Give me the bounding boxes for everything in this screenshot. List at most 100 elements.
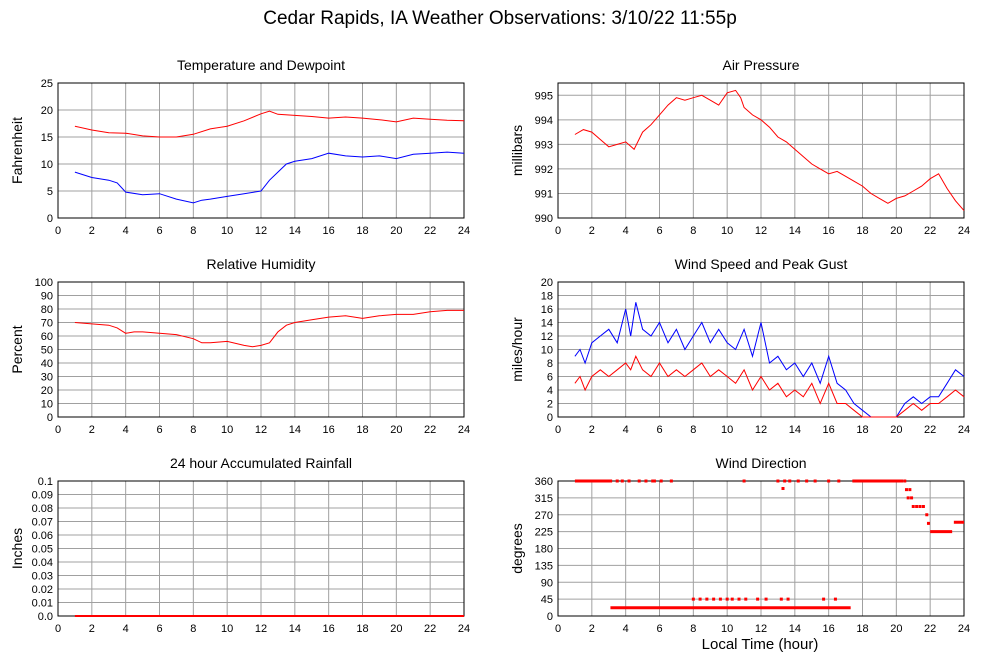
x-tick-label: 4 [123,424,129,436]
wind-direction-point [915,505,919,508]
x-tick-label: 12 [755,424,767,436]
y-tick-label: 0.08 [32,503,53,515]
y-tick-label: 100 [35,277,53,289]
x-tick-label: 2 [89,623,95,635]
y-tick-label: 18 [541,291,553,303]
y-axis-label: Percent [9,325,25,373]
y-tick-label: 70 [41,318,53,330]
x-tick-label: 18 [856,623,868,635]
x-tick-label: 0 [55,623,61,635]
series-line-0 [74,309,464,348]
y-tick-label: 14 [541,318,553,330]
x-tick-label: 8 [190,623,196,635]
wind-direction-point [813,479,817,483]
y-tick-label: 20 [41,385,53,397]
x-tick-label: 4 [123,623,129,635]
y-tick-label: 6 [547,372,553,384]
y-tick-label: 990 [535,213,553,225]
x-tick-label: 8 [190,424,196,436]
y-tick-label: 25 [41,78,53,90]
x-tick-label: 22 [924,424,936,436]
series-line-1 [74,151,465,204]
x-tick-label: 10 [721,225,733,237]
chart-pressure: 0 2 4 6 8 10 12 14 16 18 20 22 24990991992993994995A… [509,57,970,237]
x-tick-label: 16 [823,225,835,237]
wind-direction-point [737,597,741,601]
wind-direction-point [925,513,929,517]
y-tick-label: 0 [47,213,53,225]
wind-direction-point [906,496,910,500]
wind-direction-point [796,479,800,483]
y-tick-label: 360 [535,476,553,488]
wind-direction-point [776,479,780,483]
plot-border [557,82,965,219]
x-tick-label: 2 [589,225,595,237]
y-tick-label: 45 [541,594,553,606]
wind-direction-point [705,597,709,601]
y-tick-label: 2 [547,399,553,411]
y-axis-label: degrees [509,523,525,574]
y-tick-label: 40 [41,358,53,370]
plot-border [557,281,965,418]
y-tick-label: 0.04 [32,557,53,569]
wind-direction-point [822,597,826,601]
x-tick-label: 18 [356,424,368,436]
x-tick-label: 6 [156,225,162,237]
chart-title: Wind Speed and Peak Gust [675,256,848,272]
wind-direction-point [744,597,748,601]
chart-title: Temperature and Dewpoint [177,57,345,73]
chart-title: 24 hour Accumulated Rainfall [170,455,352,471]
wind-direction-point [691,597,695,601]
y-tick-label: 20 [541,277,553,289]
y-tick-label: 135 [535,560,553,572]
y-tick-label: 0 [547,412,553,424]
x-tick-label: 16 [323,225,335,237]
x-tick-label: 8 [190,225,196,237]
x-tick-label: 6 [156,424,162,436]
chart-title: Relative Humidity [207,256,316,272]
x-tick-label: 18 [356,225,368,237]
x-tick-label: 22 [924,623,936,635]
y-tick-label: 0.09 [32,490,53,502]
y-tick-label: 4 [547,385,553,397]
wind-direction-point [837,479,841,483]
plot-border [557,480,965,617]
wind-direction-point [651,479,655,483]
wind-direction-point [764,597,768,601]
wind-direction-point [620,479,624,483]
series-line-0 [574,89,965,211]
wind-direction-point [781,487,785,490]
wind-direction-point [908,488,912,492]
y-tick-label: 0.06 [32,530,53,542]
x-tick-label: 8 [690,623,696,635]
plot-border [57,82,465,219]
x-tick-label: 22 [924,225,936,237]
x-tick-label: 12 [755,225,767,237]
wind-direction-point [786,597,790,601]
x-tick-label: 6 [156,623,162,635]
y-tick-label: 0.05 [32,544,53,556]
y-tick-label: 991 [535,188,553,200]
wind-direction-point [730,597,734,601]
y-tick-label: 50 [41,345,53,357]
y-tick-label: 60 [41,331,53,343]
wind-direction-point [918,505,922,508]
chart-title: Wind Direction [715,455,806,471]
x-tick-label: 24 [958,225,970,237]
x-tick-label: 0 [55,225,61,237]
y-tick-label: 90 [41,291,53,303]
wind-direction-point [779,597,783,601]
wind-direction-point [833,597,837,601]
x-tick-label: 22 [424,424,436,436]
x-tick-label: 6 [656,225,662,237]
x-tick-label: 24 [958,424,970,436]
x-tick-label: 4 [123,225,129,237]
y-tick-label: 5 [47,186,53,198]
plot-border [57,281,465,418]
x-tick-label: 24 [958,623,970,635]
x-tick-label: 24 [458,424,470,436]
wind-direction-point [783,479,787,483]
y-tick-label: 10 [41,159,53,171]
y-tick-label: 993 [535,139,553,151]
wind-direction-point [805,479,809,483]
